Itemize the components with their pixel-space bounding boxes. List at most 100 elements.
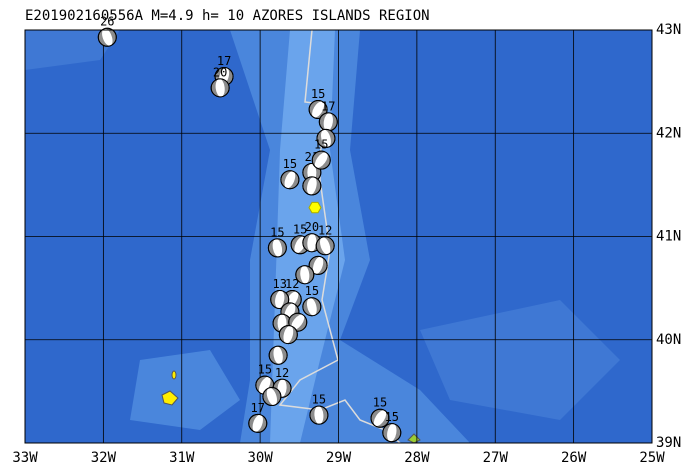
- beachball-dilatation: [373, 410, 387, 427]
- beachball-outline: [288, 312, 308, 332]
- beachball-dilatation: [275, 290, 285, 309]
- beachball-dilatation: [321, 129, 331, 148]
- beachball-outline: [97, 27, 117, 47]
- beachball-outline: [302, 176, 322, 196]
- focal-mechanism: [262, 387, 282, 407]
- depth-label: 15: [311, 87, 325, 101]
- beachball-dilatation: [307, 177, 317, 195]
- depth-label: 15: [283, 157, 297, 171]
- depth-label: 15: [385, 410, 399, 424]
- focal-mechanism: [97, 27, 117, 47]
- x-tick-label: 33W: [12, 450, 38, 466]
- beachball-dilatation: [314, 406, 324, 425]
- beachball-dilatation: [215, 78, 225, 97]
- x-tick-label: 29W: [326, 450, 352, 466]
- focal-mechanism: [210, 78, 230, 98]
- y-tick-label: 41N: [656, 229, 681, 245]
- beachball-dilatation: [320, 237, 331, 255]
- beachball-outline: [309, 405, 329, 425]
- y-tick-label: 39N: [656, 435, 681, 451]
- beachball-dilatation: [272, 238, 283, 257]
- focal-mechanism: [382, 423, 402, 443]
- depth-label: 12: [285, 277, 299, 291]
- focal-mechanism: [309, 405, 329, 425]
- focal-mechanism: [315, 236, 335, 256]
- beachball-outline: [315, 236, 335, 256]
- depth-label: 12: [318, 223, 332, 237]
- depth-label: 12: [275, 366, 289, 380]
- plate-boundary: [278, 30, 401, 443]
- focal-mechanism: [370, 408, 390, 428]
- beachball-dilatation: [306, 297, 317, 316]
- beachball-outline: [248, 413, 268, 433]
- beachball-outline: [311, 150, 331, 170]
- depth-label: 17: [251, 401, 265, 415]
- beachball-dilatation: [300, 265, 310, 284]
- focal-mechanism: [267, 238, 287, 258]
- beachball-outline: [370, 408, 390, 428]
- beachball-outline: [295, 265, 315, 285]
- focal-mechanism: [280, 170, 300, 190]
- beachball-dilatation: [273, 346, 283, 365]
- depth-label: 15: [293, 222, 307, 236]
- beachball-dilatation: [314, 152, 328, 168]
- depth-label: 17: [217, 54, 231, 68]
- beachball-outline: [267, 238, 287, 258]
- focal-mechanism: [316, 128, 336, 148]
- depth-label: 15: [270, 225, 284, 239]
- y-tick-label: 40N: [656, 332, 681, 348]
- depth-label: 17: [321, 99, 335, 113]
- focal-mechanism: [311, 150, 331, 170]
- depth-label: 15: [314, 138, 328, 152]
- focal-mechanism: [278, 325, 298, 345]
- beachball-dilatation: [283, 325, 294, 344]
- depth-label: 15: [312, 393, 326, 407]
- beachball-dilatation: [307, 233, 317, 252]
- beachball-outline: [262, 387, 282, 407]
- depth-label: 26: [100, 15, 114, 29]
- beachball-outline: [268, 345, 288, 365]
- beachball-outline: [308, 255, 328, 275]
- x-tick-label: 28W: [404, 450, 430, 466]
- beachball-dilatation: [102, 28, 113, 46]
- depth-label: 13: [272, 277, 286, 291]
- beachball-dilatation: [259, 376, 271, 394]
- beachball-outline: [382, 423, 402, 443]
- focal-mechanism: [302, 297, 322, 317]
- x-tick-label: 26W: [561, 450, 587, 466]
- depth-label: 20: [305, 220, 319, 234]
- x-tick-label: 25W: [639, 450, 665, 466]
- depth-label: 15: [373, 396, 387, 410]
- epicenter: [308, 201, 322, 214]
- beachball-outline: [308, 100, 328, 120]
- beachball-outline: [280, 170, 300, 190]
- depth-label: 15: [258, 363, 272, 377]
- y-tick-label: 42N: [656, 125, 681, 141]
- depth-label: 15: [305, 284, 319, 298]
- focal-mechanism: [302, 176, 322, 196]
- beachball-dilatation: [252, 414, 263, 433]
- beachball-outline: [302, 297, 322, 317]
- x-tick-label: 30W: [247, 450, 273, 466]
- y-tick-label: 43N: [656, 22, 681, 38]
- focal-mechanism: [308, 255, 328, 275]
- focal-mechanism: [268, 345, 288, 365]
- beachball-dilatation: [284, 171, 296, 189]
- beachball-outline: [278, 325, 298, 345]
- beachball-dilatation: [291, 314, 305, 330]
- beachball-dilatation: [387, 423, 397, 442]
- map-title: E201902160556A M=4.9 h= 10 AZORES ISLAND…: [25, 8, 430, 24]
- focal-mechanism: [248, 413, 268, 433]
- focal-mechanism: [318, 112, 338, 132]
- beachball-outline: [210, 78, 230, 98]
- x-tick-label: 32W: [91, 450, 117, 466]
- x-tick-label: 31W: [169, 450, 195, 466]
- focal-mechanism: [308, 100, 328, 120]
- beachball-outline: [270, 289, 290, 309]
- beachball-dilatation: [313, 256, 324, 275]
- beachball-dilatation: [266, 387, 277, 406]
- islands: [161, 370, 421, 444]
- x-tick-label: 27W: [483, 450, 509, 466]
